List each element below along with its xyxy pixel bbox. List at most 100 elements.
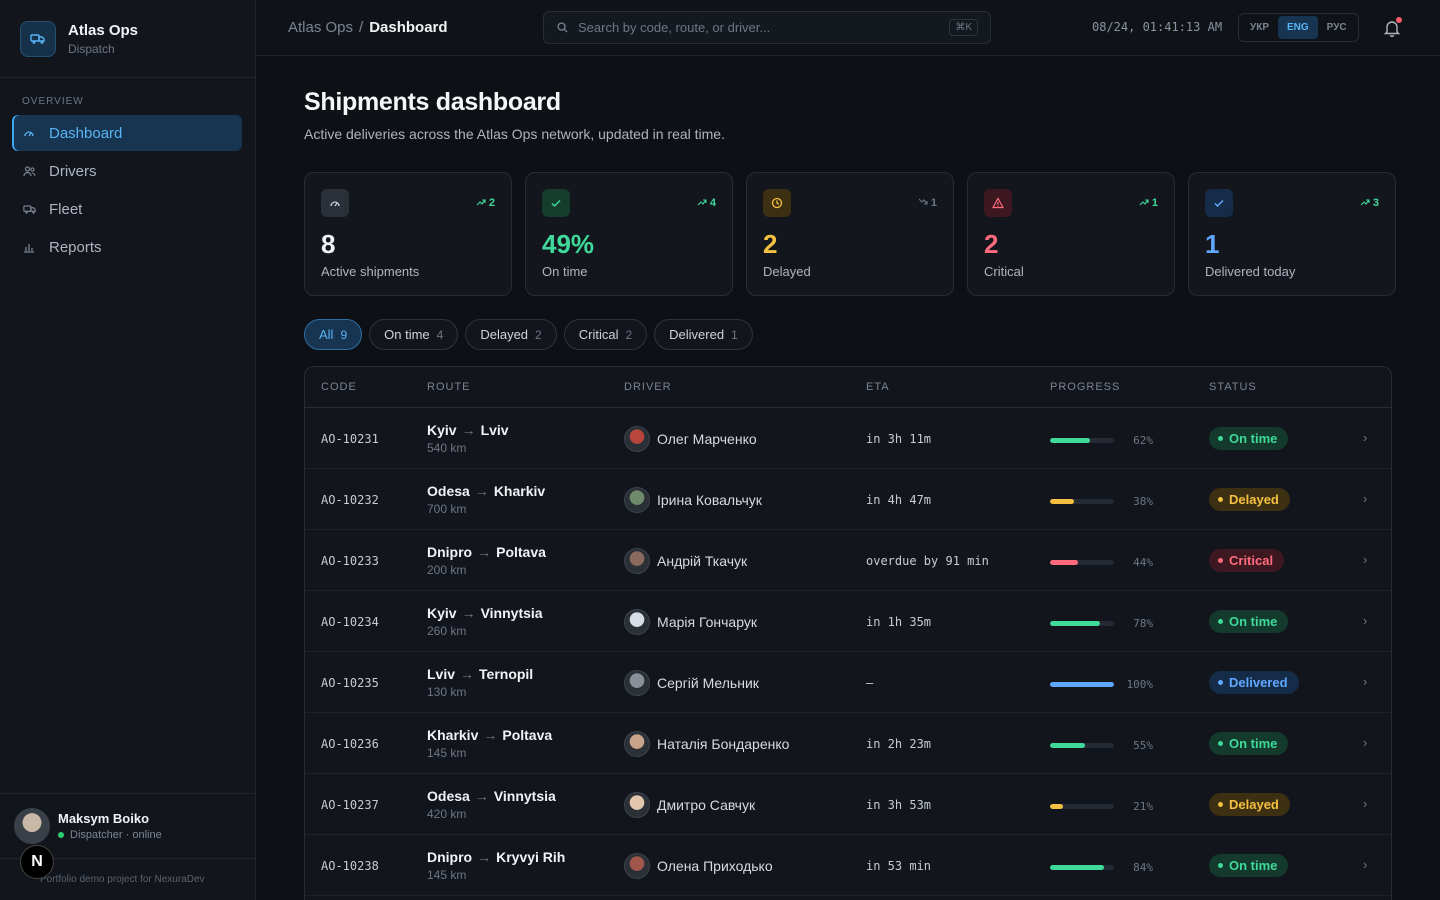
- user-card[interactable]: Maksym Boiko Dispatcher · online: [0, 793, 255, 859]
- driver[interactable]: Сергій Мельник: [624, 670, 759, 696]
- table-row[interactable]: AO-10235 Lviv → Ternopil 130 km Сергій Мел…: [305, 652, 1391, 713]
- filter-count: 9: [340, 327, 348, 342]
- card-value: 1: [1205, 229, 1220, 259]
- search-input[interactable]: [578, 20, 938, 35]
- chevron-right-icon[interactable]: ›: [1363, 857, 1368, 872]
- table-row[interactable]: AO-10231 Kyiv → Lviv 540 km Олег Марченко …: [305, 408, 1391, 469]
- chevron-right-icon[interactable]: ›: [1363, 430, 1368, 445]
- status-dot: [1218, 558, 1223, 563]
- progress-fill: [1050, 865, 1104, 870]
- driver[interactable]: Андрій Ткачук: [624, 548, 747, 574]
- table-row[interactable]: AO-10237 Odesa → Vinnytsia 420 km Дмитро С…: [305, 774, 1391, 835]
- nexura-badge[interactable]: N: [20, 845, 54, 879]
- card-label: On time: [542, 264, 588, 279]
- stat-card[interactable]: 3 1 Delivered today: [1188, 172, 1396, 296]
- language-option[interactable]: ENG: [1278, 16, 1318, 39]
- col-progress[interactable]: PROGRESS: [1050, 381, 1121, 393]
- progress-percent: 84%: [1133, 861, 1153, 874]
- avatar: [624, 731, 650, 757]
- chevron-right-icon[interactable]: ›: [1363, 613, 1368, 628]
- stat-card[interactable]: 2 8 Active shipments: [304, 172, 512, 296]
- progress-bar: [1050, 804, 1114, 809]
- driver[interactable]: Олена Приходько: [624, 853, 773, 879]
- filter-chip-delayed[interactable]: Delayed 2: [465, 319, 557, 350]
- search-box[interactable]: ⌘K: [543, 11, 991, 44]
- col-driver[interactable]: DRIVER: [624, 381, 672, 393]
- table-row[interactable]: AO-10234 Kyiv → Vinnytsia 260 km Марія Гон…: [305, 591, 1391, 652]
- stat-card[interactable]: 1 2 Delayed: [746, 172, 954, 296]
- progress-percent: 21%: [1133, 800, 1153, 813]
- progress: 38%: [1050, 495, 1153, 508]
- progress-bar: [1050, 743, 1114, 748]
- truck-icon: [20, 20, 56, 57]
- brand[interactable]: Atlas Ops Dispatch: [0, 0, 255, 78]
- driver[interactable]: Наталія Бондаренко: [624, 731, 789, 757]
- truck-icon: [23, 202, 37, 216]
- language-option[interactable]: РУС: [1326, 22, 1347, 33]
- shipments-table: CODE ROUTE DRIVER ETA PROGRESS STATUS AO…: [304, 366, 1392, 900]
- chevron-right-icon[interactable]: ›: [1363, 491, 1368, 506]
- avatar: [624, 487, 650, 513]
- col-eta[interactable]: ETA: [866, 381, 890, 393]
- arrow-right-icon: →: [477, 544, 492, 560]
- col-status[interactable]: STATUS: [1209, 381, 1257, 393]
- filter-chip-critical[interactable]: Critical 2: [563, 319, 648, 350]
- sidebar: Atlas Ops Dispatch OVERVIEW Dashboard Dri…: [0, 0, 256, 900]
- status-dot: [1218, 497, 1223, 502]
- progress-percent: 62%: [1133, 434, 1153, 447]
- eta: —: [866, 676, 874, 690]
- route: Dnipro → Kryvyi Rih 145 km: [427, 849, 565, 882]
- driver[interactable]: Олег Марченко: [624, 426, 757, 452]
- status-label: On time: [1229, 736, 1278, 751]
- filter-count: 1: [731, 327, 738, 342]
- driver[interactable]: Ірина Ковальчук: [624, 487, 762, 513]
- driver[interactable]: Марія Гончарук: [624, 609, 757, 635]
- table-row[interactable]: AO-10232 Odesa → Kharkiv 700 km Ірина Кова…: [305, 469, 1391, 530]
- sidebar-item-fleet[interactable]: Fleet: [12, 191, 242, 227]
- status-dot: [1218, 619, 1223, 624]
- card-label: Delivered today: [1205, 264, 1296, 279]
- col-route[interactable]: ROUTE: [427, 381, 471, 393]
- shipment-code: AO-10236: [321, 737, 379, 751]
- chevron-right-icon[interactable]: ›: [1363, 735, 1368, 750]
- breadcrumb-root[interactable]: Atlas Ops: [288, 19, 354, 36]
- table-row[interactable]: AO-10233 Dnipro → Poltava 200 km Андрій Тк…: [305, 530, 1391, 591]
- user-name: Maksym Boiko: [58, 811, 150, 826]
- driver-name: Наталія Бондаренко: [657, 736, 790, 752]
- table-row[interactable]: AO-10238 Dnipro → Kryvyi Rih 145 km Олена …: [305, 835, 1391, 896]
- col-code[interactable]: CODE: [321, 381, 357, 393]
- status-badge: On time: [1209, 610, 1289, 633]
- sidebar-item-drivers[interactable]: Drivers: [12, 153, 242, 189]
- avatar: [624, 609, 650, 635]
- status-dot: [1218, 436, 1223, 441]
- chevron-right-icon[interactable]: ›: [1363, 796, 1368, 811]
- route: Kharkiv → Poltava 145 km: [427, 727, 552, 760]
- sidebar-item-reports[interactable]: Reports: [12, 229, 242, 265]
- chevron-right-icon[interactable]: ›: [1363, 674, 1368, 689]
- filter-count: 2: [625, 327, 633, 342]
- brand-name: Atlas Ops: [68, 21, 139, 39]
- breadcrumb-separator: /: [359, 19, 364, 36]
- filter-chip-all[interactable]: All 9: [304, 319, 363, 350]
- online-dot: [58, 832, 64, 838]
- route: Odesa → Vinnytsia 420 km: [427, 788, 556, 821]
- route-from: Lviv: [427, 666, 456, 682]
- filter-chip-delivered[interactable]: Delivered 1: [654, 319, 753, 350]
- table-row[interactable]: AO-10236 Kharkiv → Poltava 145 km Наталія …: [305, 713, 1391, 774]
- route-from: Kyiv: [427, 422, 457, 438]
- card-trend-value: 1: [1151, 197, 1158, 209]
- progress: 62%: [1050, 434, 1153, 447]
- sidebar-item-dashboard[interactable]: Dashboard: [12, 115, 242, 151]
- language-option[interactable]: УКР: [1250, 22, 1269, 33]
- avatar: [624, 853, 650, 879]
- stat-card[interactable]: 4 49% On time: [525, 172, 733, 296]
- bell-icon[interactable]: [1384, 19, 1400, 37]
- filter-chip-on-time[interactable]: On time 4: [369, 319, 459, 350]
- stat-card[interactable]: 1 2 Critical: [967, 172, 1175, 296]
- progress-bar: [1050, 438, 1114, 443]
- route-from: Kharkiv: [427, 727, 479, 743]
- chevron-right-icon[interactable]: ›: [1363, 552, 1368, 567]
- shipment-code: AO-10238: [321, 859, 379, 873]
- driver[interactable]: Дмитро Савчук: [624, 792, 755, 818]
- progress-percent: 38%: [1133, 495, 1153, 508]
